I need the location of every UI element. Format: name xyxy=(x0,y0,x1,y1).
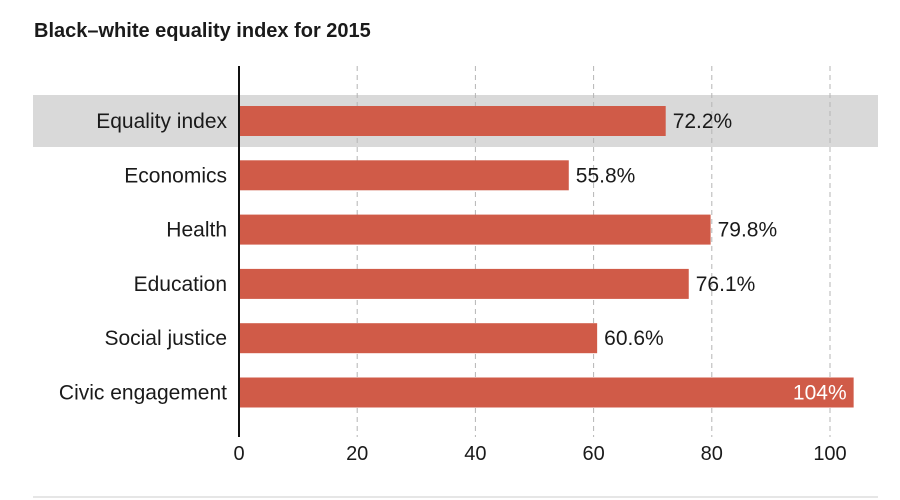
x-tick-label: 100 xyxy=(813,443,846,465)
bar xyxy=(239,160,569,191)
category-label: Social justice xyxy=(104,327,227,350)
value-label: 72.2% xyxy=(673,110,733,133)
value-labels: 72.2% 55.8% 79.8% 76.1% 60.6% 104% xyxy=(576,110,847,405)
category-label: Equality index xyxy=(96,110,227,133)
value-label: 60.6% xyxy=(604,327,664,350)
value-label: 104% xyxy=(793,382,847,405)
gridlines xyxy=(356,66,831,437)
bars xyxy=(239,106,854,408)
x-tick-label: 0 xyxy=(233,443,244,465)
x-tick-labels: 0 20 40 60 80 100 xyxy=(233,443,846,465)
bar xyxy=(239,268,689,299)
bar xyxy=(239,106,666,136)
x-tick-label: 80 xyxy=(701,443,723,465)
bar xyxy=(239,377,854,408)
bar xyxy=(239,323,598,354)
category-label: Health xyxy=(166,219,227,242)
value-label: 79.8% xyxy=(718,219,778,242)
category-labels: Equality index Economics Health Education So… xyxy=(59,110,228,405)
x-tick-label: 20 xyxy=(346,443,368,465)
value-label: 76.1% xyxy=(696,273,756,296)
value-label: 55.8% xyxy=(576,164,636,187)
axis xyxy=(33,66,878,498)
category-label: Education xyxy=(134,273,227,296)
category-label: Civic engagement xyxy=(59,382,227,405)
chart-title: Black–white equality index for 2015 xyxy=(34,20,371,42)
bar xyxy=(239,214,711,245)
category-label: Economics xyxy=(124,164,227,187)
x-tick-label: 60 xyxy=(582,443,604,465)
x-tick-label: 40 xyxy=(464,443,486,465)
